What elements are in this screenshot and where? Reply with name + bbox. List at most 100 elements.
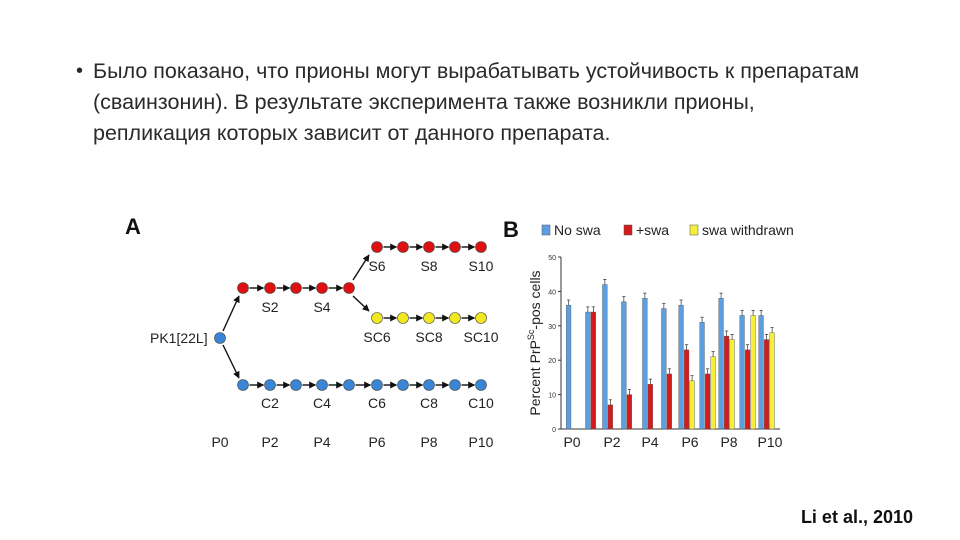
bar--swa	[626, 394, 632, 430]
legend-label: No swa	[554, 222, 601, 238]
legend-label: swa withdrawn	[702, 222, 794, 238]
bar--swa	[607, 404, 613, 430]
y-tick-label: 10	[548, 393, 556, 400]
bullet-text: Было показано, что прионы могут вырабаты…	[93, 59, 860, 145]
bar-no-swa	[642, 298, 648, 430]
control-label: C2	[261, 395, 279, 411]
passage-label: P0	[211, 434, 228, 450]
panel-a-label: A	[125, 214, 141, 239]
control-node	[343, 379, 355, 391]
bar-no-swa	[699, 322, 705, 430]
control-label: C10	[468, 395, 494, 411]
branch-arrow-withdrawn	[352, 295, 370, 312]
x-tick-label: P6	[681, 434, 698, 450]
bar-swa-withdrawn	[710, 356, 716, 430]
control-node	[237, 379, 249, 391]
x-tick-label: P4	[641, 434, 658, 450]
control-node	[371, 379, 383, 391]
passage-label: P2	[261, 434, 278, 450]
legend-label: +swa	[636, 222, 669, 238]
panel-b-chart: B No swa +swa swa withdrawn Percent PrPSc-p…	[503, 217, 794, 450]
branch-arrow-up	[222, 295, 240, 332]
bar-no-swa	[585, 311, 591, 430]
swa-label: S8	[420, 258, 437, 274]
swa-label: S4	[313, 299, 330, 315]
swa-node	[316, 282, 328, 294]
control-label: C8	[420, 395, 438, 411]
bar--swa	[705, 373, 711, 430]
passage-label: P8	[420, 434, 437, 450]
bar--swa	[684, 349, 690, 430]
branch-arrow-down	[222, 344, 240, 379]
control-node	[475, 379, 487, 391]
swa-node	[237, 282, 249, 294]
x-tick-label: P2	[603, 434, 620, 450]
swa-label: S6	[368, 258, 385, 274]
withdrawn-label: SC6	[363, 329, 390, 345]
bar-swa-withdrawn	[769, 332, 775, 430]
bar-no-swa	[758, 315, 764, 430]
x-tick-label: P10	[758, 434, 783, 450]
swa-upper-node	[397, 241, 409, 253]
bar-no-swa	[661, 308, 667, 430]
withdrawn-node	[397, 312, 409, 324]
bar--swa	[745, 349, 751, 430]
y-axis-label: Percent PrPSc-pos cells	[526, 270, 543, 415]
bar--swa	[764, 339, 770, 430]
control-node	[423, 379, 435, 391]
x-tick-label: P8	[720, 434, 737, 450]
y-tick-label: 30	[548, 324, 556, 331]
y-tick-label: 50	[548, 255, 556, 262]
panel-b-label: B	[503, 217, 519, 242]
bar-no-swa	[739, 315, 745, 430]
bar-swa-withdrawn	[750, 315, 756, 430]
citation: Li et al., 2010	[800, 507, 913, 527]
bar-no-swa	[566, 304, 572, 430]
withdrawn-node	[449, 312, 461, 324]
bar-no-swa	[602, 284, 608, 430]
chart-legend: No swa +swa swa withdrawn	[541, 222, 794, 238]
control-node	[290, 379, 302, 391]
control-node	[397, 379, 409, 391]
legend-swatch	[623, 224, 633, 236]
bar-swa-withdrawn	[689, 380, 695, 430]
bullet-icon: •	[76, 60, 84, 82]
passage-label: P6	[368, 434, 385, 450]
bar-no-swa	[678, 304, 684, 430]
passage-label: P4	[313, 434, 330, 450]
swa-upper-node	[475, 241, 487, 253]
origin-node	[214, 332, 226, 344]
bar-swa-withdrawn	[729, 339, 735, 430]
control-label: C4	[313, 395, 331, 411]
withdrawn-node	[371, 312, 383, 324]
branch-arrow-swa	[352, 254, 370, 281]
control-label: C6	[368, 395, 386, 411]
control-node	[449, 379, 461, 391]
control-node	[316, 379, 328, 391]
withdrawn-label: SC8	[415, 329, 442, 345]
withdrawn-label: SC10	[463, 329, 498, 345]
bar-no-swa	[621, 301, 627, 430]
swa-node	[290, 282, 302, 294]
swa-upper-node	[449, 241, 461, 253]
withdrawn-node	[475, 312, 487, 324]
swa-node	[264, 282, 276, 294]
bar--swa	[590, 311, 596, 430]
swa-node	[343, 282, 355, 294]
swa-upper-node	[423, 241, 435, 253]
legend-swatch	[541, 224, 551, 236]
swa-label: S2	[261, 299, 278, 315]
bar-no-swa	[718, 298, 724, 430]
withdrawn-node	[423, 312, 435, 324]
y-tick-label: 20	[548, 358, 556, 365]
x-tick-label: P0	[563, 434, 580, 450]
bullet-block: • Было показано, что прионы могут выраба…	[76, 56, 876, 149]
y-tick-label: 0	[552, 427, 556, 434]
bar--swa	[666, 373, 672, 430]
bar--swa	[647, 384, 653, 430]
bar--swa	[724, 335, 730, 430]
swa-label: S10	[469, 258, 494, 274]
origin-label: PK1[22L]	[150, 330, 208, 346]
legend-swatch	[689, 224, 699, 236]
y-tick-label: 40	[548, 289, 556, 296]
